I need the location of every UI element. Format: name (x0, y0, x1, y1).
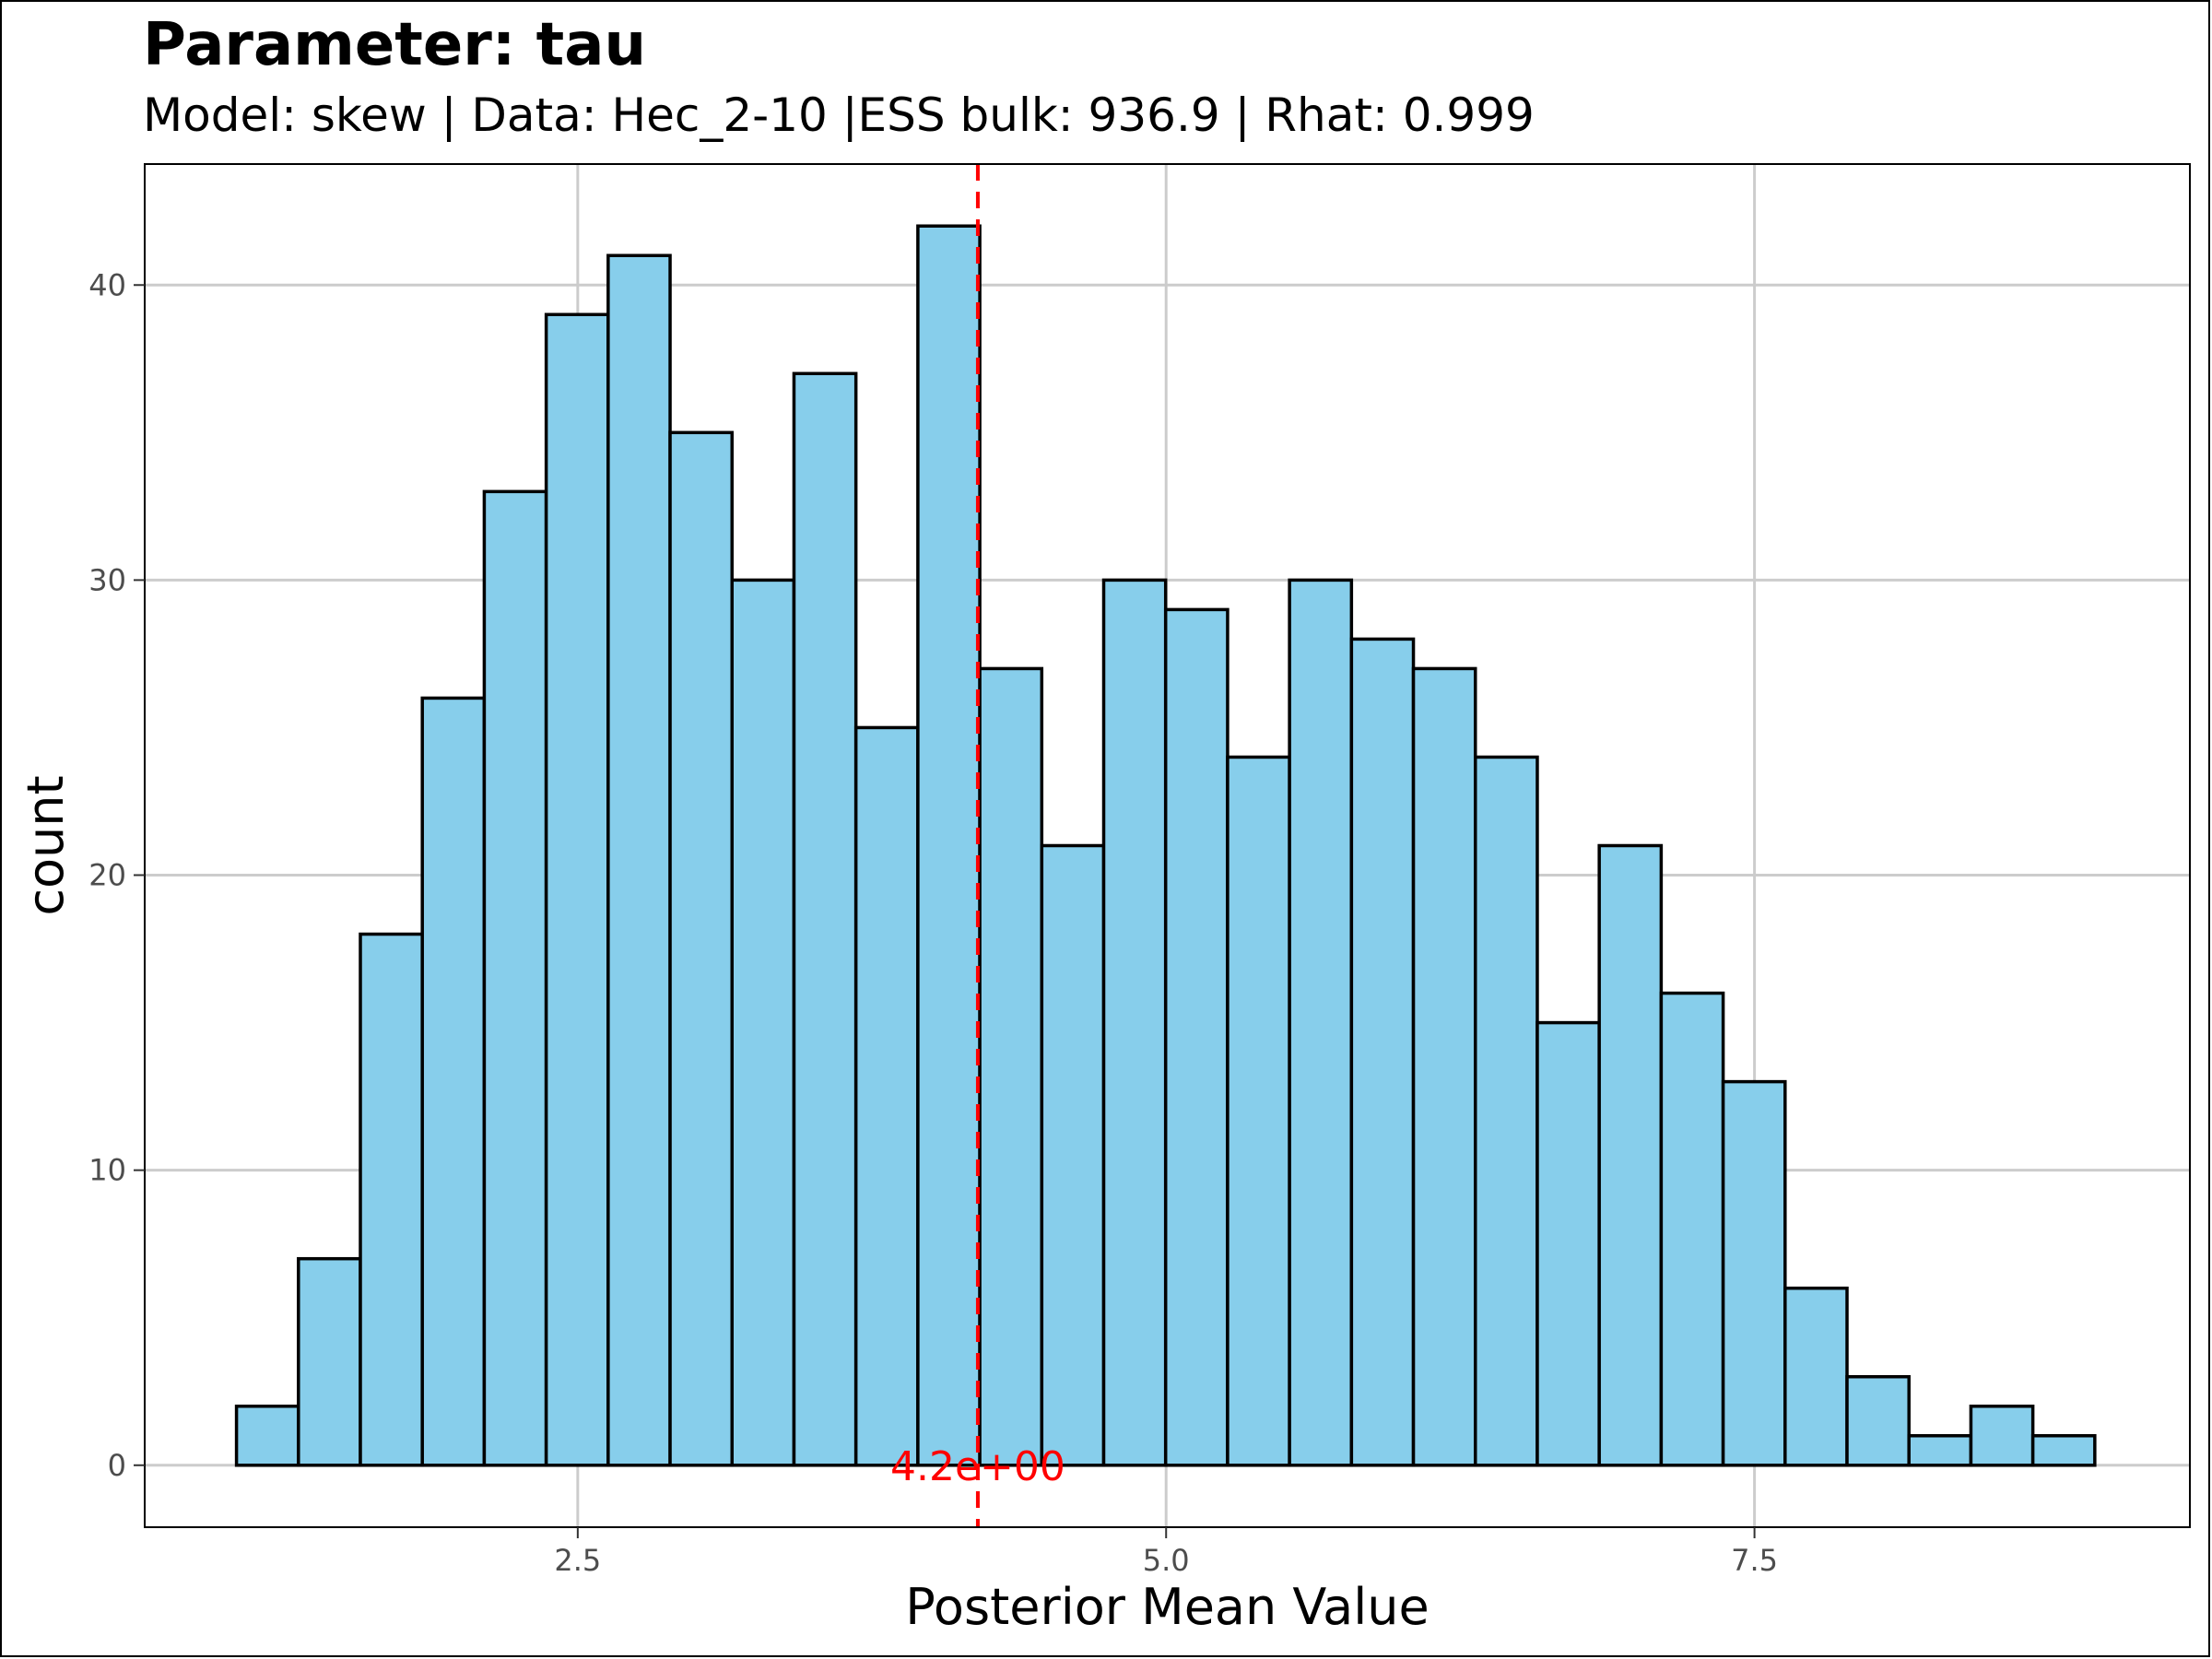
histogram-bar (420, 696, 487, 1467)
mean-reference-label: 4.2e+00 (890, 1443, 1065, 1490)
histogram-bar (1969, 1404, 2035, 1467)
histogram-bar (234, 1404, 300, 1467)
y-tick-label: 30 (88, 562, 126, 597)
histogram-bar (1040, 843, 1106, 1467)
histogram-bar (730, 578, 796, 1467)
x-tick-label: 2.5 (554, 1543, 601, 1578)
y-axis-title: count (17, 775, 75, 915)
histogram-bar (978, 666, 1044, 1467)
histogram-bars (234, 224, 2097, 1467)
histogram-bar (1721, 1079, 1787, 1467)
y-tick-label: 0 (108, 1448, 126, 1483)
x-axis-title: Posterior Mean Value (905, 1578, 1429, 1636)
histogram-bar (792, 371, 858, 1467)
panel-border (144, 163, 2191, 1528)
histogram-bar (668, 430, 735, 1467)
histogram-bar (1411, 666, 1477, 1467)
x-tick-label: 7.5 (1731, 1543, 1778, 1578)
histogram-bar (1659, 991, 1725, 1467)
histogram-bar (1907, 1434, 1973, 1467)
histogram-bar (916, 224, 982, 1467)
histogram-bar (544, 312, 610, 1467)
histogram-bar (853, 725, 920, 1467)
histogram-bar (297, 1256, 362, 1467)
histogram-bar (1163, 607, 1230, 1467)
chart-subtitle: Model: skew | Data: Hec_2-10 |ESS bulk: … (143, 88, 1535, 142)
histogram-bar (359, 932, 424, 1467)
histogram-bar (606, 253, 672, 1467)
axis-ticks: 0 10 20 30 40 2.5 5.0 7.5 (88, 267, 1778, 1578)
histogram-bar (482, 489, 548, 1467)
histogram-bar (1288, 578, 1354, 1467)
x-tick-label: 5.0 (1143, 1543, 1190, 1578)
histogram-bar (1474, 755, 1539, 1467)
y-tick-label: 40 (88, 267, 126, 302)
histogram-bar (1349, 637, 1416, 1467)
chart-title: Parameter: tau (143, 11, 646, 79)
histogram-bar (1101, 578, 1168, 1467)
histogram-bar (1783, 1286, 1849, 1467)
histogram-bar (1226, 755, 1291, 1467)
y-tick-label: 10 (88, 1153, 126, 1188)
histogram-bar (2030, 1434, 2097, 1467)
histogram-bar (1535, 1020, 1601, 1467)
histogram-bar (1845, 1374, 1911, 1467)
reference-line-group: 4.2e+00 (890, 164, 1065, 1527)
histogram-bar (1597, 843, 1664, 1467)
y-tick-label: 20 (88, 858, 126, 893)
